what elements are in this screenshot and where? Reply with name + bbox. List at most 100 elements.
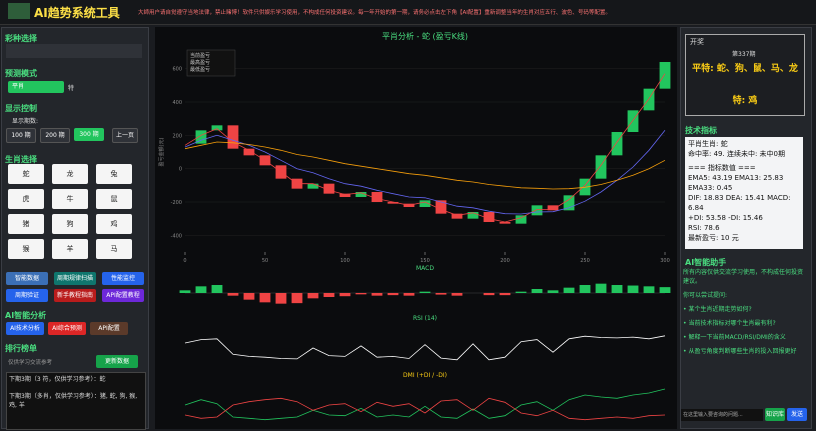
period-button[interactable]: 300 期 [74, 128, 104, 141]
ai-messages: 所有内容仅供交流学习使用，不构成任何投资建议。 你可以尝试提问: • 某个生肖近期走… [683, 268, 805, 398]
legend-entry: 当前盈亏 [190, 52, 210, 59]
tech-line: EMA5: 43.19 EMA13: 25.83 [688, 174, 784, 182]
bar [227, 293, 239, 296]
zodiac-button[interactable]: 鼠 [96, 189, 132, 209]
kb-button[interactable]: 知识库 [765, 408, 785, 421]
series-line [184, 130, 666, 215]
x-tick-label: 50 [262, 258, 268, 264]
bar [291, 293, 303, 304]
candle [211, 125, 223, 131]
app-title: AI趋势系统工具 [34, 6, 120, 20]
question-input[interactable]: 在这里输入要咨询的问题... [681, 409, 763, 421]
zodiac-button[interactable]: 牛 [52, 189, 88, 209]
period-button[interactable]: 100 期 [6, 128, 36, 143]
tech-line: 平肖生肖: 蛇 [688, 140, 728, 148]
candle [467, 212, 479, 219]
chart-title: DMI (+DI / -DI) [403, 372, 447, 379]
tool-button[interactable]: API配置教程 [102, 289, 144, 302]
section-title: 技术指标 [685, 126, 717, 135]
bar [499, 293, 511, 296]
tool-buttons: 智能数据 周期规律扫描 性能监控周期验证 新手教程指南 API配置教程 [2, 272, 148, 304]
candle [371, 192, 383, 202]
zodiac-button[interactable]: 猪 [8, 214, 44, 234]
legend-entry: 最低盈亏 [190, 66, 210, 73]
zodiac-button[interactable]: 鸡 [96, 214, 132, 234]
ai-button[interactable]: AI综合预测 [48, 322, 86, 335]
lottery-select[interactable] [6, 44, 142, 58]
candle [643, 88, 655, 111]
tool-button[interactable]: 周期规律扫描 [54, 272, 96, 285]
bar [371, 293, 383, 296]
period-button[interactable]: 上一页 [112, 128, 138, 143]
notice: 大師用户请自觉遵守当地法律，禁止赌博！软件只供娱乐学习使用，不构成任何投资建议。… [138, 10, 611, 16]
candle [227, 125, 239, 149]
draw-title: 开奖 [690, 38, 704, 46]
send-button[interactable]: 发送 [787, 408, 807, 421]
x-tick-label: 100 [340, 258, 350, 264]
candle [547, 205, 559, 211]
candle [323, 183, 335, 194]
zodiac-grid: 蛇龙兔虎牛鼠猪狗鸡猴羊马 [8, 164, 138, 264]
zodiac-button[interactable]: 羊 [52, 239, 88, 259]
ai-line: • 解释一下当前MACD/RSI/DMI的含义 [683, 334, 786, 341]
section-title: 生肖选择 [5, 155, 37, 164]
legend-box [186, 49, 236, 77]
y-tick-label: -400 [171, 233, 182, 239]
series-line [184, 141, 666, 190]
bar [483, 293, 495, 296]
bar [323, 293, 335, 297]
zodiac-button[interactable]: 猴 [8, 239, 44, 259]
mode-option[interactable]: 特 [68, 85, 75, 92]
candle [451, 213, 463, 219]
tech-line: 命中率: 49. 连续未中: 未中0期 [688, 150, 785, 158]
ai-line: • 当前技术指标对哪个生肖最有利? [683, 320, 776, 327]
x-tick-label: 150 [420, 258, 430, 264]
ai-line: • 从盈亏角度判断哪些生肖的投入回报更好 [683, 348, 797, 355]
candle [419, 200, 431, 207]
zodiac-button[interactable]: 虎 [8, 189, 44, 209]
rank-line: 下期3期（多肖，仅供学习参考）：猪, 蛇, 狗, 猴, 鸡, 羊 [9, 393, 138, 409]
tech-line: EMA33: 0.45 [688, 184, 733, 192]
tool-button[interactable]: 新手教程指南 [54, 289, 96, 302]
tech-line: DIF: 18.83 DEA: 15.41 MACD: 6.84 [688, 194, 791, 212]
zodiac-button[interactable]: 龙 [52, 164, 88, 184]
tool-button[interactable]: 性能监控 [102, 272, 144, 285]
tech-line: === 指标数值 === [688, 164, 756, 172]
candle [243, 148, 255, 156]
flat-result: 平特: 蛇、狗、鼠、马、龙 [692, 64, 798, 74]
period-button[interactable]: 200 期 [40, 128, 70, 143]
tool-button[interactable]: 智能数据 [6, 272, 48, 285]
bar [435, 293, 447, 295]
legend-entry: 最高盈亏 [190, 59, 210, 66]
rank-hint: 仅供学习交流参考 [8, 360, 53, 366]
left-panel: 彩种选择 预测模式 平肖 特 显示控制 显示期数: 100 期 200 期 30… [1, 27, 149, 430]
chart-title: MACD [416, 265, 434, 272]
candle [195, 130, 207, 144]
zodiac-button[interactable]: 蛇 [8, 164, 44, 184]
tool-button[interactable]: 周期验证 [6, 289, 48, 302]
x-tick-label: 0 [183, 258, 186, 264]
section-title: 显示控制 [5, 104, 37, 113]
series-line [184, 335, 666, 361]
period-label: 显示期数: [12, 118, 39, 125]
ai-button[interactable]: AI技术分析 [6, 322, 44, 335]
y-axis-label: 盈亏金额(元) [158, 138, 165, 167]
chart-title: 平肖分析 - 蛇 (盈亏K线) [382, 31, 468, 41]
bar [547, 290, 559, 293]
candle [515, 215, 527, 224]
zodiac-button[interactable]: 狗 [52, 214, 88, 234]
candle [611, 132, 623, 156]
zodiac-button[interactable]: 马 [96, 239, 132, 259]
bar [179, 290, 191, 293]
ai-button[interactable]: API配置 [90, 322, 128, 335]
bar [419, 291, 431, 293]
candle [339, 193, 351, 197]
zodiac-button[interactable]: 兔 [96, 164, 132, 184]
candle [435, 200, 447, 214]
update-button[interactable]: 更新数据 [96, 355, 138, 368]
section-title: 预测模式 [5, 69, 37, 78]
bar [259, 293, 271, 303]
section-title: AI智能助手 [685, 258, 727, 267]
mode-option[interactable]: 平肖 [8, 81, 64, 93]
section-title: AI智能分析 [5, 311, 47, 320]
